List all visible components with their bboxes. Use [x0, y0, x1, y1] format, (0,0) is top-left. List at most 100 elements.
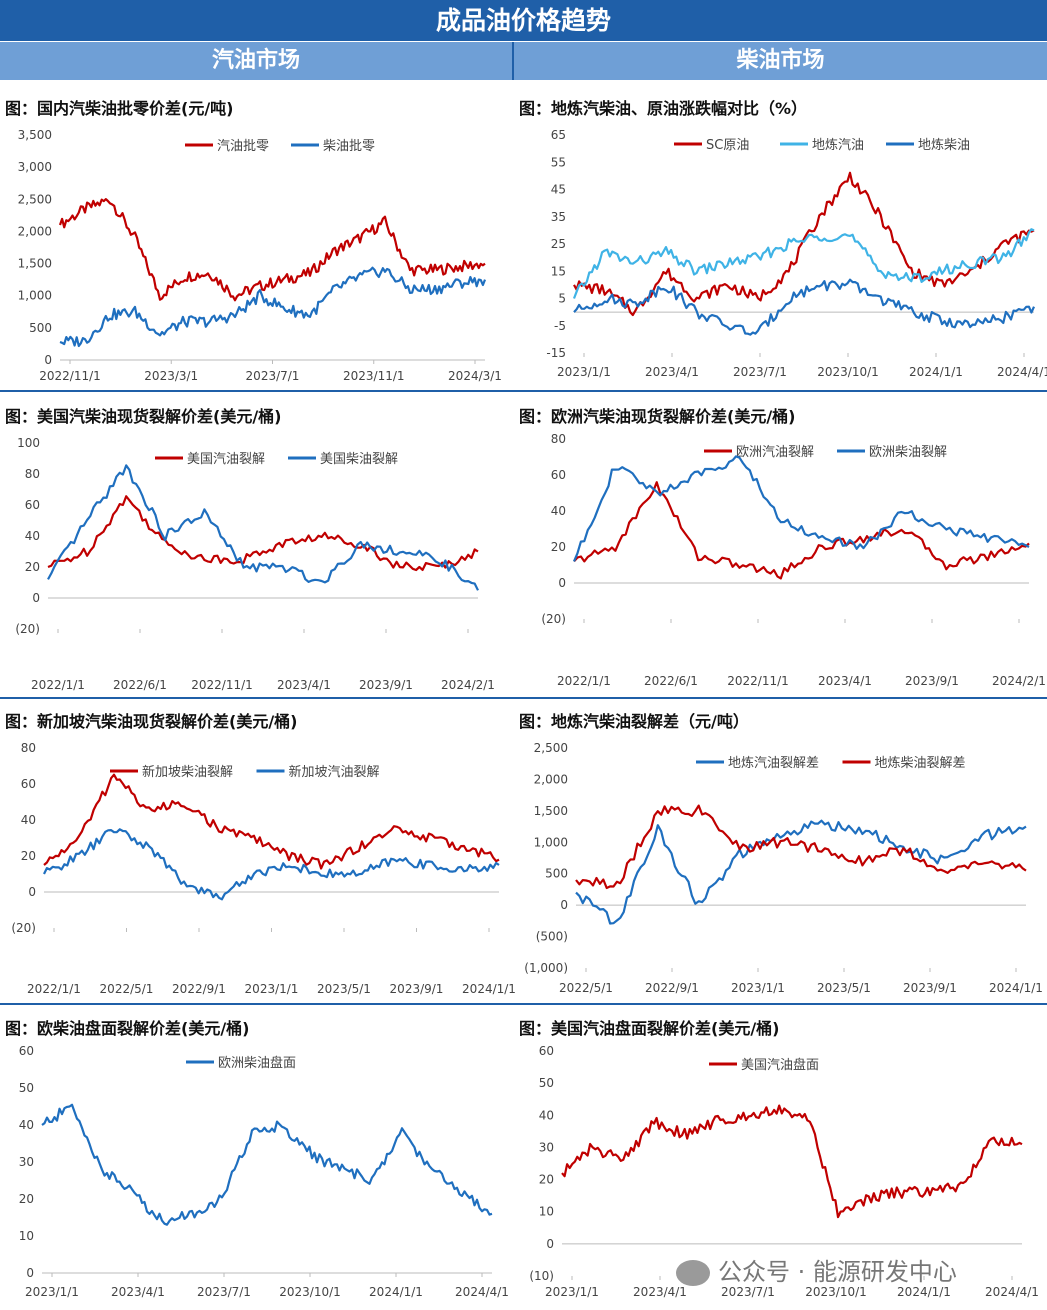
x-tick-label: 2024/1/1 — [989, 981, 1043, 995]
legend-label: 地炼柴油裂解差 — [875, 756, 966, 771]
legend-label: 新加坡汽油裂解 — [289, 764, 380, 780]
series-line-1 — [573, 171, 1035, 317]
chart-svg: 100 80 60 40 20 0 (20) 2022/1/1 2022/6/1 2022/11/… — [15, 436, 495, 692]
y-tick-label: 2,500 — [534, 741, 568, 755]
series-line-3 — [573, 278, 1036, 336]
y-tick-label: 40 — [25, 529, 40, 543]
legend-label: 柴油批零 — [323, 139, 375, 154]
legend-label: 欧洲柴油盘面 — [218, 1055, 296, 1071]
y-tick-label: (10) — [529, 1269, 554, 1283]
y-tick-label: 30 — [539, 1140, 554, 1154]
x-tick-label: 2023/3/1 — [144, 369, 198, 383]
x-tick-label: 2023/9/1 — [903, 981, 957, 995]
row-divider — [0, 1003, 1047, 1005]
x-tick-label: 2022/1/1 — [31, 678, 85, 692]
y-tick-label: 80 — [21, 741, 36, 755]
chart-panel-1: 图：国内汽柴油批零价差(元/吨) 3,500 3,000 2,500 2,000 1,50… — [0, 95, 510, 390]
x-tick-label: 2023/4/1 — [818, 674, 872, 688]
x-tick-label: 2024/4/1 — [997, 365, 1047, 379]
y-tick-label: 0 — [32, 591, 40, 605]
x-tick-label: 2022/11/1 — [191, 678, 253, 692]
y-tick-label: 1,500 — [18, 257, 52, 271]
chart-svg: 80 60 40 20 0 (20) 2022/1/1 2022/5/1 2022/9/1 202… — [11, 741, 516, 996]
series-line-2 — [59, 266, 487, 348]
chart-panel-5: 图：新加坡汽柴油现货裂解价差(美元/桶) 80 60 40 20 0 (20) 2022/1/… — [0, 708, 516, 1003]
x-tick-label: 2023/1/1 — [245, 982, 299, 996]
series-line-1 — [58, 197, 486, 302]
y-tick-label: 2,000 — [534, 772, 568, 786]
x-tick-label: 2023/1/1 — [557, 365, 611, 379]
x-tick-label: 2022/1/1 — [27, 982, 81, 996]
y-tick-label: 1,000 — [534, 835, 568, 849]
y-tick-label: 40 — [19, 1118, 34, 1132]
y-tick-label: 25 — [551, 237, 566, 251]
x-tick-label: 2023/1/1 — [731, 981, 785, 995]
diesel-market-header: 柴油市场 — [514, 42, 1047, 80]
x-tick-label: 2023/5/1 — [817, 981, 871, 995]
x-tick-label: 2023/7/1 — [197, 1285, 251, 1299]
row-divider — [0, 390, 1047, 392]
legend-label: 地炼汽油 — [812, 138, 864, 153]
y-tick-label: 10 — [539, 1205, 554, 1219]
y-tick-label: 65 — [551, 128, 566, 142]
x-tick-label: 2023/9/1 — [905, 674, 959, 688]
y-tick-label: 2,000 — [18, 224, 52, 238]
legend-label: 地炼柴油 — [918, 138, 970, 153]
x-tick-label: 2024/1/1 — [909, 365, 963, 379]
y-tick-label: 60 — [25, 498, 40, 512]
y-tick-label: 40 — [551, 504, 566, 518]
legend-label: SC原油 — [706, 138, 749, 153]
x-tick-label: 2023/1/1 — [25, 1285, 79, 1299]
y-tick-label: (20) — [15, 622, 40, 636]
series-line-1 — [561, 1104, 1023, 1219]
series-line-2 — [572, 455, 1030, 562]
y-tick-label: 0 — [558, 576, 566, 590]
chart-title: 图：美国汽油盘面裂解价差(美元/桶) — [519, 1019, 780, 1038]
y-tick-label: -15 — [546, 346, 566, 360]
series-line-1 — [575, 819, 1027, 925]
chart-svg: 3,500 3,000 2,500 2,000 1,500 1,000 500 0 2022/1… — [18, 128, 502, 383]
series-line-2 — [572, 228, 1035, 299]
chart-title: 图：国内汽柴油批零价差(元/吨) — [5, 99, 234, 118]
y-tick-label: 0 — [546, 1237, 554, 1251]
y-tick-label: 40 — [21, 813, 36, 827]
chart-panel-3: 图：美国汽柴油现货裂解价差(美元/桶) 100 80 60 40 20 0 (20) 2022/… — [0, 403, 510, 697]
x-tick-label: 2023/4/1 — [645, 365, 699, 379]
chart-panel-2: 图：地炼汽柴油、原油涨跌幅对比（%） 65 55 45 35 25 15 5 -5 -15 2023… — [514, 95, 1047, 390]
chart-svg: 80 60 40 20 0 (20) 2022/1/1 2022/6/1 2022/11/1 20… — [541, 432, 1046, 688]
x-tick-label: 2022/6/1 — [113, 678, 167, 692]
y-tick-label: 55 — [551, 155, 566, 169]
chart-title: 图：欧柴油盘面裂解价差(美元/桶) — [5, 1019, 250, 1038]
x-tick-label: 2022/9/1 — [645, 981, 699, 995]
legend-label: 汽油批零 — [217, 139, 269, 154]
x-tick-label: 2022/1/1 — [557, 674, 611, 688]
x-tick-label: 2022/5/1 — [559, 981, 613, 995]
x-tick-label: 2023/4/1 — [633, 1285, 687, 1299]
x-tick-label: 2024/1/1 — [369, 1285, 423, 1299]
y-tick-label: 500 — [29, 321, 52, 335]
chart-title: 图：欧洲汽柴油现货裂解价差(美元/桶) — [519, 407, 796, 426]
x-tick-label: 2022/9/1 — [172, 982, 226, 996]
gasoline-market-header: 汽油市场 — [0, 42, 512, 80]
y-tick-label: 15 — [551, 264, 566, 278]
y-tick-label: 0 — [28, 885, 36, 899]
legend-label: 欧洲柴油裂解 — [869, 445, 947, 460]
y-tick-label: (500) — [536, 930, 568, 944]
x-tick-label: 2024/2/1 — [992, 674, 1046, 688]
x-tick-label: 2023/4/1 — [277, 678, 331, 692]
y-tick-label: 1,000 — [18, 289, 52, 303]
y-tick-label: 60 — [551, 468, 566, 482]
x-tick-label: 2024/1/1 — [897, 1285, 951, 1299]
y-tick-label: 20 — [25, 560, 40, 574]
legend-label: 美国汽油裂解 — [187, 452, 265, 467]
x-tick-label: 2023/7/1 — [721, 1285, 775, 1299]
chart-svg: 60 50 40 30 20 10 0 2023/1/1 2023/4/1 2023/7/1 202… — [19, 1044, 509, 1299]
x-tick-label: 2023/10/1 — [817, 365, 879, 379]
y-tick-label: 80 — [25, 467, 40, 481]
chart-title: 图：地炼汽柴油裂解差（元/吨） — [519, 712, 749, 731]
series-line-1 — [43, 773, 500, 870]
y-tick-label: 20 — [539, 1173, 554, 1187]
chart-svg: 65 55 45 35 25 15 5 -5 -15 2023/1/1 2023/4/1 2023/7… — [546, 128, 1047, 379]
y-tick-label: 100 — [17, 436, 40, 450]
chart-panel-4: 图：欧洲汽柴油现货裂解价差(美元/桶) 80 60 40 20 0 (20) 2022/1/1… — [514, 403, 1047, 697]
